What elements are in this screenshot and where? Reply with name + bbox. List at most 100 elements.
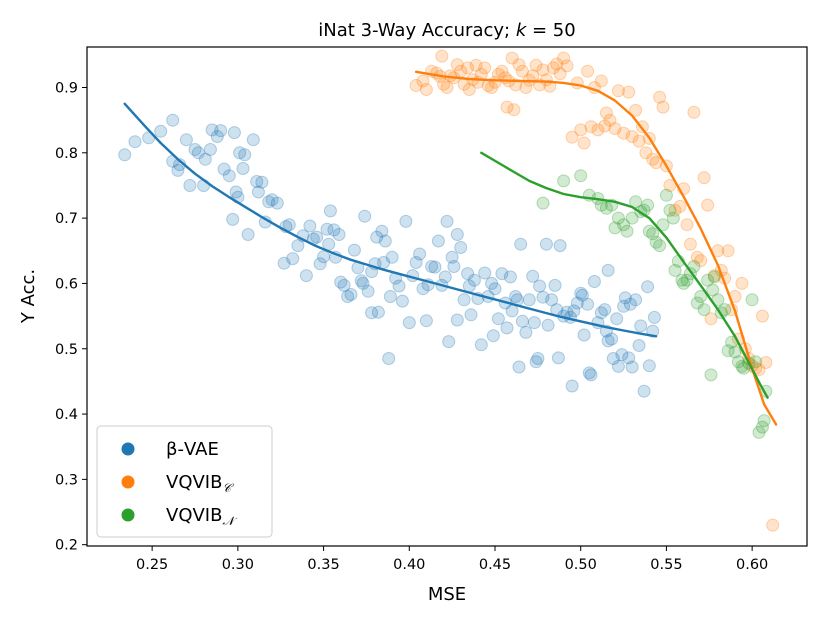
point-beta-vae-111 [495,267,509,281]
point-vqvib-n-2 [574,169,588,183]
point-vqvib-c-80 [687,105,701,119]
point-vqvib-n-44 [728,345,742,359]
point-beta-vae-114 [503,270,517,284]
point-vqvib-n-33 [694,290,708,303]
point-vqvib-n-0 [536,196,550,210]
point-beta-vae-1 [128,135,142,149]
point-beta-vae-169 [642,359,656,373]
x-tick-label-1: 0.30 [222,557,254,573]
y-tick-label-7: 0.9 [55,80,78,96]
point-beta-vae-27 [241,228,255,241]
point-vqvib-n-22 [659,188,673,202]
point-vqvib-c-22 [485,81,499,94]
point-beta-vae-99 [461,267,475,281]
point-vqvib-n-10 [617,218,631,232]
point-beta-vae-101 [464,308,478,322]
point-vqvib-c-39 [536,63,550,77]
point-beta-vae-108 [486,329,500,343]
point-vqvib-c-46 [560,59,574,73]
point-beta-vae-107 [485,276,499,290]
point-vqvib-c-100 [755,309,769,323]
point-beta-vae-131 [545,293,559,307]
legend-box [96,425,273,538]
point-vqvib-c-37 [529,58,543,72]
point-beta-vae-126 [531,352,545,365]
legend-label-vqvib-n-sub: 𝒩 [222,514,237,528]
point-beta-vae-72 [382,352,396,365]
point-beta-vae-116 [509,290,523,303]
point-beta-vae-157 [611,359,625,373]
point-beta-vae-55 [337,278,351,292]
point-beta-vae-94 [447,260,461,273]
point-beta-vae-132 [548,278,562,292]
point-beta-vae-147 [584,368,598,382]
point-vqvib-n-51 [752,425,766,439]
point-beta-vae-104 [474,338,488,352]
point-vqvib-c-74 [663,179,677,192]
point-vqvib-c-25 [495,64,509,78]
point-vqvib-c-90 [721,244,735,258]
point-vqvib-c-64 [629,103,643,117]
point-beta-vae-144 [577,328,591,342]
point-vqvib-n-18 [646,227,660,241]
point-beta-vae-155 [606,352,620,365]
point-beta-vae-43 [303,219,317,233]
point-vqvib-c-58 [603,113,617,127]
point-beta-vae-36 [277,256,291,270]
point-vqvib-c-59 [608,122,622,136]
point-beta-vae-159 [617,299,631,313]
point-vqvib-n-25 [668,263,682,277]
point-beta-vae-122 [522,293,536,307]
point-beta-vae-142 [574,286,588,300]
point-beta-vae-124 [527,316,541,330]
point-vqvib-c-2 [419,83,433,96]
point-beta-vae-3 [154,124,168,138]
point-beta-vae-123 [526,269,540,283]
point-beta-vae-63 [361,284,375,298]
point-vqvib-c-62 [622,85,636,99]
point-vqvib-c-86 [707,269,721,283]
y-tick-label-5: 0.7 [55,211,78,227]
point-vqvib-n-19 [649,235,663,249]
point-beta-vae-15 [205,123,219,137]
point-beta-vae-58 [347,243,361,257]
point-beta-vae-120 [515,314,529,328]
point-vqvib-n-8 [608,221,622,235]
point-beta-vae-102 [467,273,481,287]
point-beta-vae-110 [491,312,505,326]
point-vqvib-n-37 [706,283,720,297]
point-beta-vae-16 [210,130,224,143]
point-beta-vae-14 [203,143,217,156]
point-beta-vae-34 [265,193,279,207]
point-vqvib-n-42 [721,344,735,358]
point-beta-vae-33 [262,195,276,209]
point-beta-vae-79 [402,316,416,330]
point-beta-vae-141 [570,296,584,310]
point-beta-vae-163 [625,360,639,374]
fit-line-vqvib-c [414,70,778,426]
point-beta-vae-119 [514,237,528,251]
point-beta-vae-97 [454,241,468,254]
point-vqvib-c-82 [694,254,708,268]
point-beta-vae-134 [551,351,565,365]
point-beta-vae-35 [270,196,284,210]
point-vqvib-c-70 [649,156,663,170]
point-beta-vae-76 [392,279,406,293]
point-beta-vae-121 [519,325,533,339]
point-beta-vae-67 [370,230,384,244]
point-beta-vae-143 [575,288,589,302]
point-vqvib-n-27 [675,273,689,287]
legend-marker-beta-vae [121,442,135,456]
fit-line-vqvib-n [480,151,769,399]
point-vqvib-c-54 [591,123,605,137]
point-vqvib-n-47 [737,361,751,375]
point-beta-vae-48 [320,222,334,236]
point-vqvib-c-83 [697,171,711,185]
point-beta-vae-165 [632,339,646,352]
point-vqvib-n-20 [653,239,667,253]
point-vqvib-c-6 [435,49,449,63]
y-axis-label: Y Acc. [18,269,39,324]
point-vqvib-c-75 [668,203,682,217]
legend-label-beta-vae: β-VAE [166,439,219,460]
point-vqvib-c-14 [461,61,475,75]
